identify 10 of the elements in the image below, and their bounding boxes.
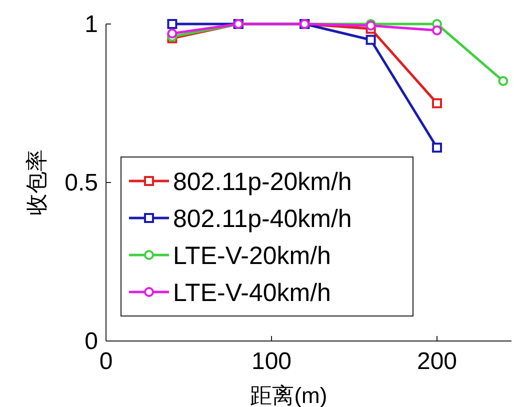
legend-label: LTE-V-40km/h	[173, 279, 331, 307]
legend-label: LTE-V-20km/h	[173, 242, 331, 270]
y-tick-label: 1	[84, 11, 98, 38]
legend-label: 802.11p-40km/h	[173, 205, 352, 233]
x-tick-label: 100	[251, 348, 292, 375]
y-axis-title: 收包率	[24, 150, 49, 216]
legend-label: 802.11p-20km/h	[173, 168, 352, 196]
y-tick-label: 0.5	[64, 170, 98, 196]
x-tick-label: 200	[416, 348, 458, 375]
y-tick-label: 0	[84, 328, 98, 355]
